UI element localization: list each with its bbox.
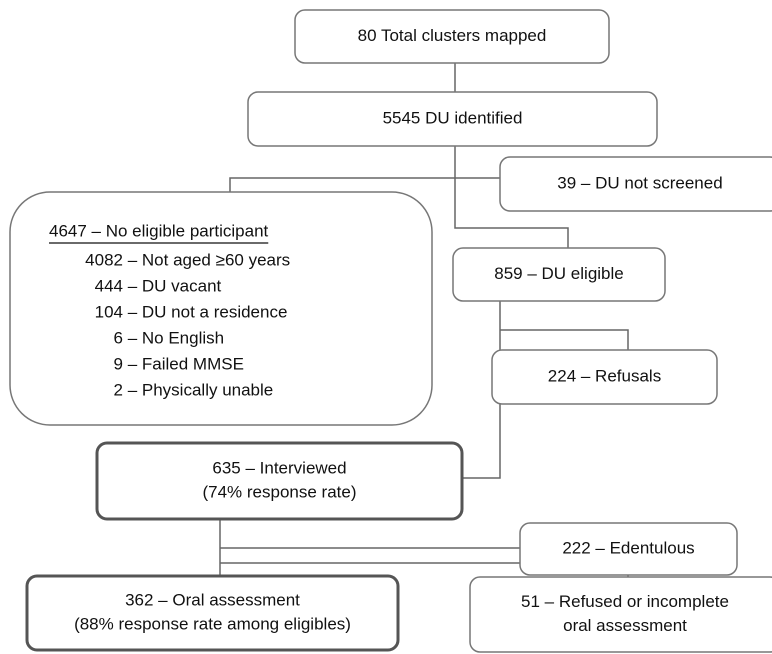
node: 224 – Refusals	[491, 349, 718, 405]
node-label: (88% response rate among eligibles)	[74, 614, 351, 633]
node-label: 5545 DU identified	[383, 108, 523, 127]
node-box	[491, 349, 718, 405]
node: 4647 – No eligible participant 4082 – Not…	[9, 191, 433, 426]
node-label: 80 Total clusters mapped	[358, 26, 547, 45]
node: 222 – Edentulous	[519, 522, 738, 576]
node-box	[452, 247, 666, 302]
node-item: 2 – Physically unable	[114, 380, 274, 399]
node-label: oral assessment	[563, 616, 687, 635]
connector	[500, 329, 629, 350]
node-item: 9 – Failed MMSE	[114, 354, 244, 373]
node-label: 859 – DU eligible	[494, 264, 623, 283]
node-box	[9, 191, 433, 426]
node: 859 – DU eligible	[452, 247, 666, 302]
connector	[454, 146, 569, 248]
node-item: 4082 – Not aged ≥60 years	[85, 250, 290, 269]
node-box	[247, 91, 658, 147]
node-label: 39 – DU not screened	[557, 173, 722, 192]
node: 635 – Interviewed (74% response rate)	[95, 441, 464, 521]
node-item: 104 – DU not a residence	[95, 302, 288, 321]
node-title: 4647 – No eligible participant	[49, 221, 269, 240]
node: 80 Total clusters mapped	[294, 9, 610, 64]
node-label: 51 – Refused or incomplete	[521, 592, 729, 611]
node-item: 444 – DU vacant	[95, 276, 222, 295]
node-label: 362 – Oral assessment	[125, 590, 300, 609]
node-label: 635 – Interviewed	[212, 458, 346, 477]
node-box	[499, 156, 772, 212]
connector	[229, 177, 500, 192]
node-box	[294, 9, 610, 64]
node: 39 – DU not screened	[499, 156, 772, 212]
node-item: 6 – No English	[114, 328, 225, 347]
node-label: 224 – Refusals	[548, 366, 661, 385]
node-box	[469, 576, 772, 653]
node: 362 – Oral assessment (88% response rate …	[25, 574, 400, 652]
node-label: 222 – Edentulous	[562, 538, 694, 557]
node: 5545 DU identified	[247, 91, 658, 147]
node-box	[519, 522, 738, 576]
node-box	[25, 574, 400, 652]
node-label: (74% response rate)	[202, 482, 356, 501]
node-box	[95, 441, 464, 521]
node: 51 – Refused or incomplete oral assessmen…	[469, 576, 772, 653]
